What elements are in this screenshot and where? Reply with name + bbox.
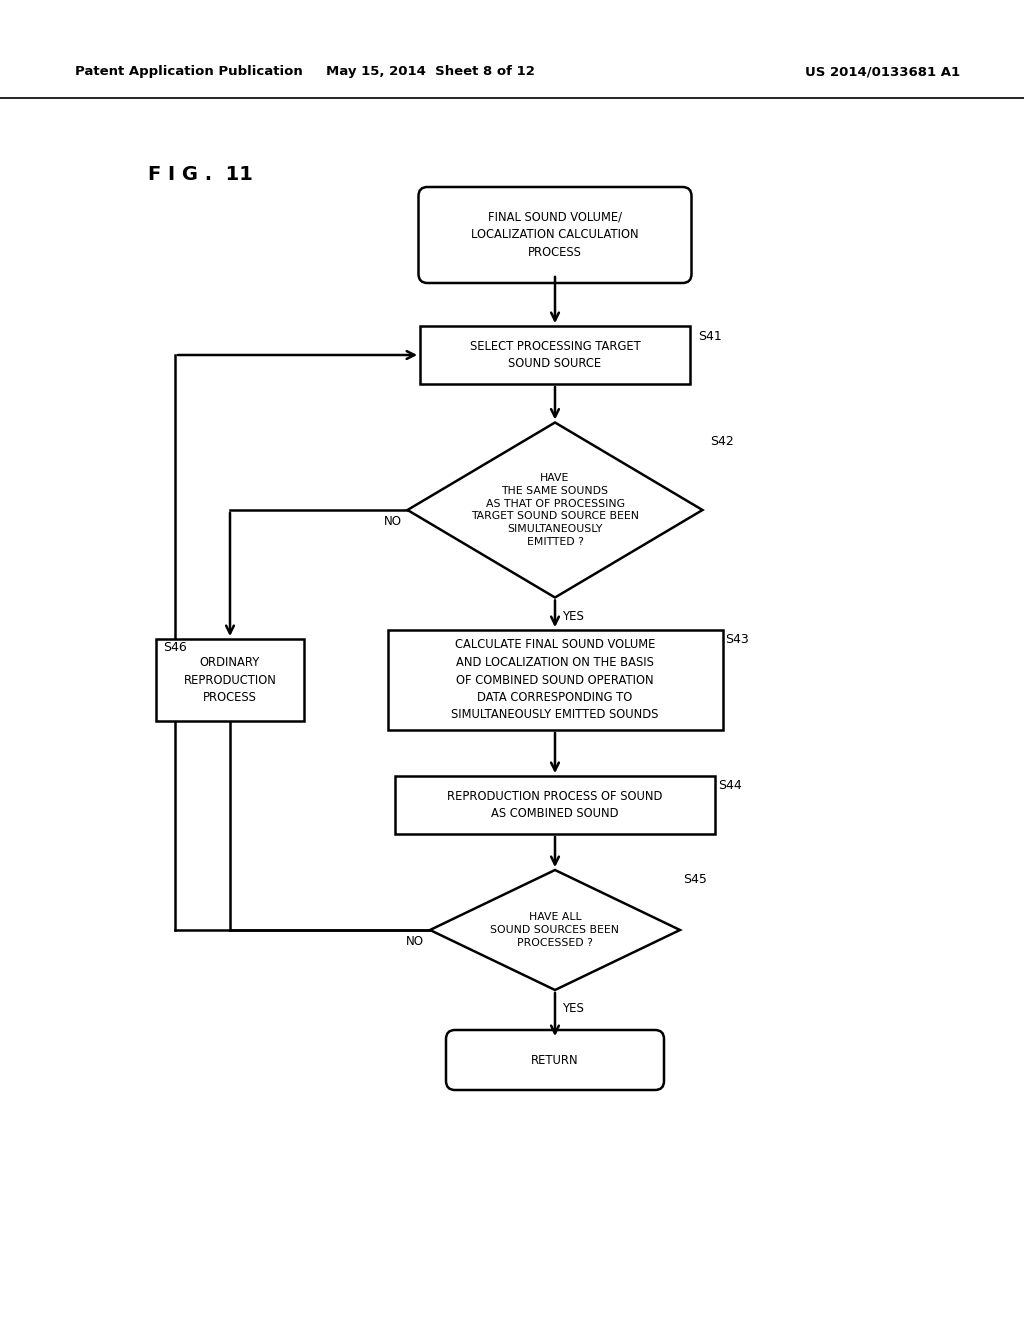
- Bar: [156, 639, 304, 721]
- FancyBboxPatch shape: [419, 187, 691, 282]
- Text: YES: YES: [562, 610, 584, 623]
- Text: Patent Application Publication: Patent Application Publication: [75, 66, 303, 78]
- Polygon shape: [430, 870, 680, 990]
- Text: NO: NO: [406, 935, 424, 948]
- Bar: [387, 630, 723, 730]
- Bar: [395, 776, 715, 834]
- Text: NO: NO: [384, 515, 401, 528]
- Text: ORDINARY
REPRODUCTION
PROCESS: ORDINARY REPRODUCTION PROCESS: [183, 656, 276, 704]
- Text: May 15, 2014  Sheet 8 of 12: May 15, 2014 Sheet 8 of 12: [326, 66, 535, 78]
- Text: S41: S41: [698, 330, 722, 343]
- Polygon shape: [408, 422, 702, 598]
- Text: HAVE
THE SAME SOUNDS
AS THAT OF PROCESSING
TARGET SOUND SOURCE BEEN
SIMULTANEOUS: HAVE THE SAME SOUNDS AS THAT OF PROCESSI…: [471, 473, 639, 546]
- Text: F I G .  11: F I G . 11: [148, 165, 253, 185]
- Text: CALCULATE FINAL SOUND VOLUME
AND LOCALIZATION ON THE BASIS
OF COMBINED SOUND OPE: CALCULATE FINAL SOUND VOLUME AND LOCALIZ…: [452, 639, 658, 722]
- Text: US 2014/0133681 A1: US 2014/0133681 A1: [805, 66, 961, 78]
- FancyBboxPatch shape: [446, 1030, 664, 1090]
- Text: FINAL SOUND VOLUME/
LOCALIZATION CALCULATION
PROCESS: FINAL SOUND VOLUME/ LOCALIZATION CALCULA…: [471, 211, 639, 259]
- Text: YES: YES: [562, 1002, 584, 1015]
- Text: HAVE ALL
SOUND SOURCES BEEN
PROCESSED ?: HAVE ALL SOUND SOURCES BEEN PROCESSED ?: [490, 912, 620, 948]
- Text: S46: S46: [163, 642, 186, 653]
- Text: S43: S43: [725, 634, 749, 645]
- Text: SELECT PROCESSING TARGET
SOUND SOURCE: SELECT PROCESSING TARGET SOUND SOURCE: [470, 339, 640, 370]
- Text: S44: S44: [718, 779, 741, 792]
- Text: RETURN: RETURN: [531, 1053, 579, 1067]
- Bar: [420, 326, 690, 384]
- Text: S42: S42: [710, 436, 734, 447]
- Text: REPRODUCTION PROCESS OF SOUND
AS COMBINED SOUND: REPRODUCTION PROCESS OF SOUND AS COMBINE…: [447, 789, 663, 820]
- Text: S45: S45: [683, 873, 707, 886]
